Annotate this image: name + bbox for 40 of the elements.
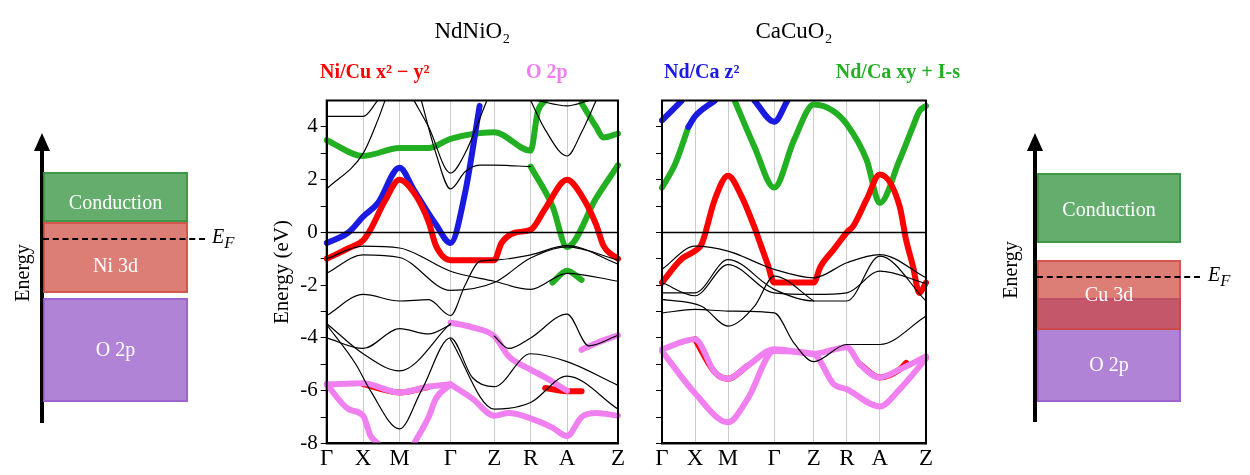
x-tick-label: Z [610,445,626,471]
text: Energy [10,244,34,302]
text: E$_{F}$ [212,225,235,253]
y-tick-label: 4 [307,113,319,138]
y-tick-label: 0 [307,218,318,243]
text: Ni/Cu x² − y² [320,60,430,83]
text: Conduction [1061,198,1157,221]
chart-title: CaCuO₂ [755,18,833,44]
text: Energy [998,241,1022,299]
x-tick-label: Γ [320,445,334,471]
text: O 2p [525,60,568,83]
x-tick-label: M [389,445,410,471]
x-tick-label: Γ [443,445,458,471]
text: Nd/Ca xy + I-s [835,60,960,83]
text: Nd/Ca z² [663,60,740,83]
text: O 2p [94,338,137,361]
x-tick-label: Γ [655,445,669,471]
x-tick-label: Z [806,445,821,471]
y-tick-label: 2 [307,166,318,191]
chart-title: NdNiO₂ [434,18,511,44]
x-tick-label: X [686,445,704,471]
text: Cu 3d [1083,283,1135,306]
text: Ni 3d [92,254,139,277]
y-tick-label: -6 [300,377,318,402]
y-axis-title: Energy (eV) [269,220,294,324]
x-tick-label: A [871,445,889,471]
text: O 2p [1088,353,1130,376]
x-tick-label: Z [487,445,502,471]
text: Conduction [67,191,164,214]
x-tick-label: Γ [767,445,781,471]
x-tick-label: X [354,445,372,471]
y-tick-label: -8 [300,429,318,454]
y-tick-label: -4 [300,324,319,349]
x-tick-label: A [558,445,576,471]
x-tick-label: R [839,445,856,471]
x-tick-label: R [522,445,539,471]
y-tick-label: -2 [300,271,318,296]
x-tick-label: Z [918,445,934,471]
x-tick-label: M [717,445,739,471]
text: E$_{F}$ [1208,263,1231,291]
